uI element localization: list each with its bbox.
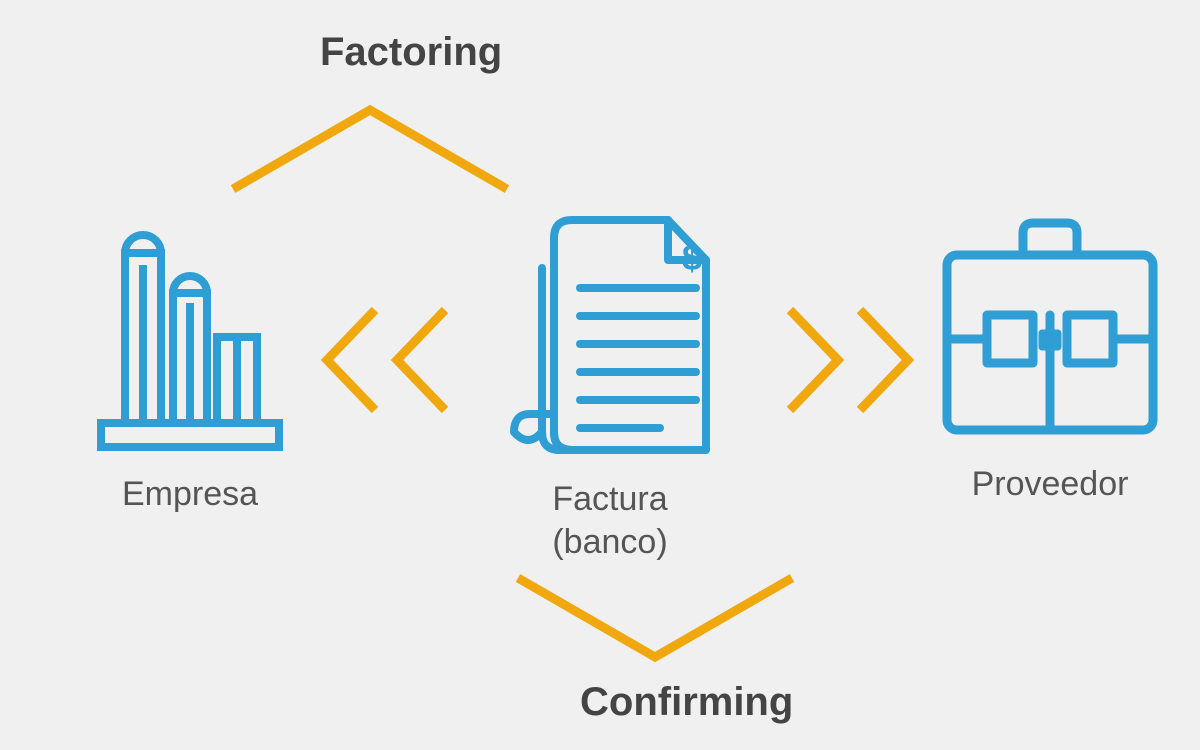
connector-roof-bottom <box>510 570 800 665</box>
connector-arrows-left <box>315 300 465 420</box>
buildings-icon <box>95 225 285 455</box>
briefcase-icon <box>935 215 1165 445</box>
connector-roof-top <box>225 102 515 197</box>
connector-arrows-right <box>770 300 920 420</box>
node-factura: $ Factura (banco) <box>490 210 730 563</box>
factura-label: Factura (banco) <box>552 478 667 563</box>
proveedor-label: Proveedor <box>972 463 1129 506</box>
node-proveedor: Proveedor <box>935 215 1165 506</box>
factoring-title: Factoring <box>320 30 502 75</box>
diagram-canvas: Factoring <box>0 0 1200 750</box>
node-empresa: Empresa <box>85 225 295 516</box>
confirming-title: Confirming <box>580 680 793 725</box>
empresa-label: Empresa <box>122 473 258 516</box>
svg-text:$: $ <box>682 237 702 278</box>
invoice-icon: $ <box>500 210 720 460</box>
